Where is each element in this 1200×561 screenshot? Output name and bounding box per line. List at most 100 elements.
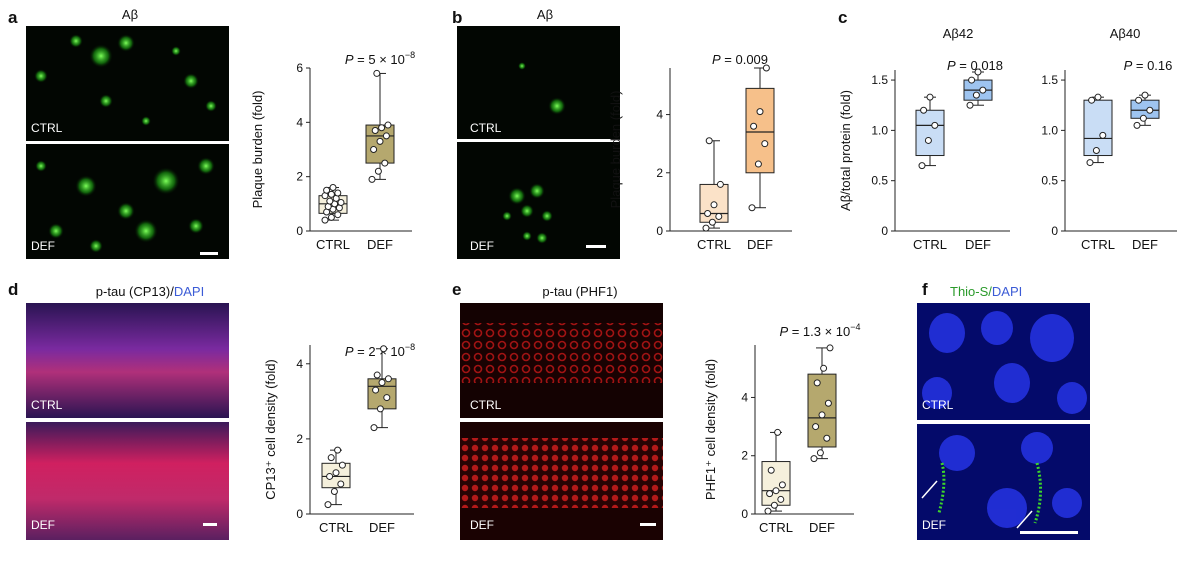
- panel-b-micrographs: [457, 26, 620, 259]
- chart-a-ytick-label-1: 2: [296, 170, 303, 184]
- chart-c1-point-1-4: [974, 68, 982, 76]
- panel-letter-b: b: [452, 8, 463, 27]
- panel-b-plaques: [502, 62, 566, 244]
- chart-d-point-0-7: [334, 446, 342, 454]
- chart-c2-category-def: DEF: [1132, 237, 1158, 252]
- panel-f-title-thio: Thio-S/: [950, 284, 992, 299]
- chart-c2-point-1-1: [1139, 114, 1147, 122]
- chart-c2-ytick-label-1: 0.5: [1041, 174, 1058, 188]
- chart-a-ylabel: Plaque burden (fold): [250, 91, 265, 209]
- chart-c1-category-ctrl: CTRL: [913, 237, 947, 252]
- chart-c2-ytick-label-0: 0: [1051, 224, 1058, 238]
- chart-c1-point-1-3: [968, 76, 976, 84]
- chart-c1-ytick-label-1: 0.5: [871, 174, 888, 188]
- chart-d-ylabel: CP13⁺ cell density (fold): [263, 359, 278, 500]
- chart-c2-point-0-1: [1092, 147, 1100, 154]
- panel-d-title: p-tau (CP13)/DAPI: [60, 284, 240, 299]
- chart-c2-point-1-2: [1146, 106, 1154, 114]
- chart-d-ytick-label-2: 4: [296, 357, 303, 371]
- chart-d-point-1-4: [378, 379, 386, 387]
- chart-e-box-0: [761, 461, 791, 506]
- chart-d-pvalue: P = 2 × 10−8: [345, 342, 415, 359]
- panel-f-nuclei: [922, 311, 1087, 528]
- chart-a-point-0-8: [337, 198, 345, 206]
- chart-d-point-0-6: [327, 454, 335, 462]
- panel-d-scale-bar: [203, 523, 217, 526]
- chart-b-point-1-5: [762, 64, 770, 72]
- chart-c1-point-0-1: [924, 136, 932, 144]
- chart-d-ytick-label-0: 0: [296, 507, 303, 521]
- chart-c2-ytick-label-3: 1.5: [1041, 73, 1058, 87]
- panel-b-label-ctrl: CTRL: [470, 121, 502, 135]
- chart-d-ytick-label-1: 2: [296, 432, 303, 446]
- chart-a-point-1-3: [370, 146, 378, 153]
- panel-f-label-def: DEF: [922, 518, 946, 532]
- chart-a-point-1-2: [381, 159, 389, 167]
- chart-e-point-1-7: [820, 364, 828, 372]
- chart-b-point-0-5: [716, 180, 724, 188]
- chart-e-point-0-0: [764, 507, 772, 515]
- chart-a-ytick-label-2: 4: [296, 115, 303, 129]
- chart-b-point-0-2: [715, 212, 723, 220]
- chart-d-point-0-4: [332, 469, 340, 477]
- chart-d-point-1-3: [372, 386, 380, 394]
- panel-f-arrow-1: [921, 480, 938, 499]
- chart-e-category-ctrl: CTRL: [759, 520, 793, 535]
- chart-a-point-0-0: [321, 216, 329, 224]
- chart-a-point-0-13: [334, 189, 342, 197]
- chart-d-point-0-5: [338, 461, 346, 469]
- chart-a-point-0-14: [323, 186, 331, 194]
- chart-c2-point-0-3: [1088, 96, 1096, 104]
- chart-d-point-0-2: [337, 480, 345, 488]
- chart-a-point-1-6: [371, 126, 379, 134]
- chart-e-point-0-5: [778, 481, 786, 489]
- panel-letter-f: f: [922, 280, 928, 299]
- chart-b-point-0-3: [704, 210, 712, 218]
- panel-letter-a: a: [8, 8, 18, 27]
- chart-c1-category-def: DEF: [965, 237, 991, 252]
- panel-e-label-def: DEF: [470, 518, 494, 532]
- chart-e-ytick-label-2: 4: [741, 390, 748, 404]
- chart-c2-point-1-0: [1133, 121, 1141, 129]
- panel-a-micrographs: [26, 26, 229, 259]
- chart-d-point-0-3: [326, 472, 334, 480]
- panel-f-scale-bar: [1020, 531, 1078, 534]
- panel-e-title: p-tau (PHF1): [542, 284, 618, 299]
- chart-e-point-1-4: [818, 411, 826, 419]
- panel-d-micrographs: [26, 303, 229, 540]
- chart-e-point-0-7: [774, 428, 782, 436]
- chart-c1-box-0: [915, 109, 945, 157]
- chart-e-category-def: DEF: [809, 520, 835, 535]
- chart-b-ytick-label-0: 0: [656, 224, 663, 238]
- chart-c1-point-0-2: [931, 121, 939, 129]
- chart-c1-ylabel: Aβ/total protein (fold): [838, 90, 853, 211]
- chart-b-ylabel: Plaque burden (fold): [608, 91, 623, 209]
- chart-d-point-1-1: [376, 405, 384, 413]
- chart-b-category-ctrl: CTRL: [697, 237, 731, 252]
- panel-f-title: Thio-S/DAPI: [950, 284, 1060, 299]
- panel-e-micrographs: [460, 303, 663, 540]
- chart-c1-point-1-0: [966, 101, 974, 109]
- chart-a-point-1-8: [384, 121, 392, 129]
- chart-e-point-1-8: [826, 344, 834, 352]
- chart-b-ytick-label-1: 2: [656, 166, 663, 180]
- chart-b-point-1-1: [754, 160, 762, 168]
- panel-a-label-def: DEF: [31, 239, 55, 253]
- chart-a-point-0-1: [327, 213, 335, 221]
- panel-d-label-def: DEF: [31, 518, 55, 532]
- chart-a-ytick-label-0: 0: [296, 224, 303, 238]
- chart-d-point-0-0: [324, 501, 332, 509]
- chart-a-point-1-7: [378, 124, 386, 132]
- panel-d-title-dapi: DAPI: [173, 284, 205, 299]
- chart-d-point-0-1: [330, 487, 338, 495]
- panel-a-label-ctrl: CTRL: [31, 121, 63, 135]
- chart-c1-ytick-label-2: 1.0: [871, 123, 888, 137]
- chart-d-point-1-0: [370, 424, 378, 432]
- chart-d-point-1-2: [383, 394, 391, 402]
- chart-a-point-0-9: [326, 197, 334, 205]
- panel-f-label-ctrl: CTRL: [922, 398, 954, 412]
- chart-c2-point-1-3: [1135, 96, 1143, 104]
- panel-d-title-main: p-tau (CP13)/: [95, 284, 174, 299]
- chart-a-point-0-12: [327, 190, 335, 198]
- chart-b-point-0-0: [702, 224, 710, 232]
